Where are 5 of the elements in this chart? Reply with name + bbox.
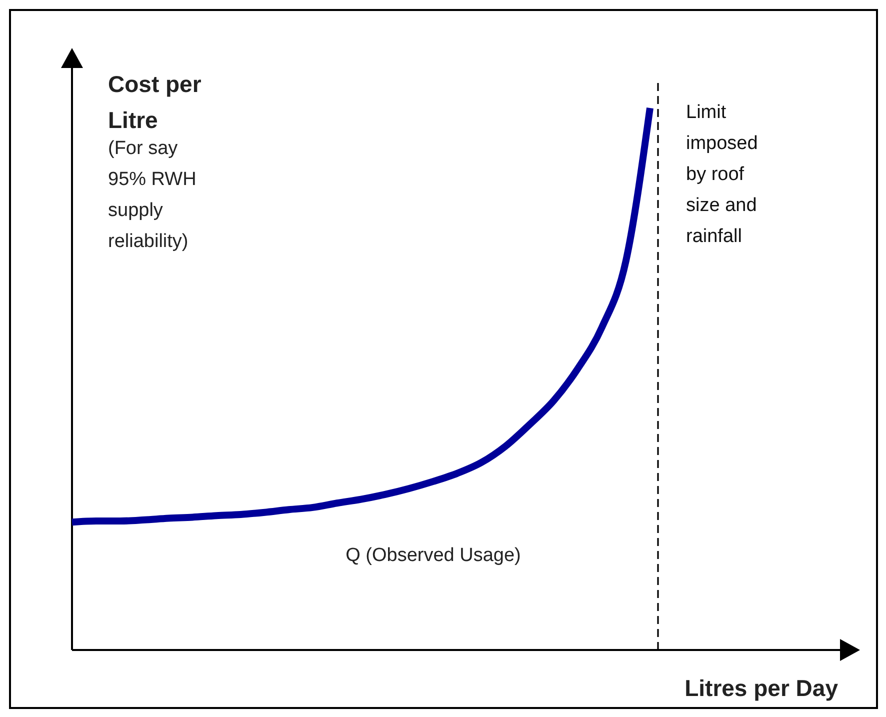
x-axis-title: Litres per Day [684, 675, 838, 701]
annotation: (For say 95% RWH supply reliability) [108, 138, 196, 252]
annotation: Q (Observed Usage) [346, 545, 521, 566]
y-axis-title: Cost per Litre [108, 71, 202, 133]
text: Limit imposed by roof size and rainfall [686, 102, 758, 247]
